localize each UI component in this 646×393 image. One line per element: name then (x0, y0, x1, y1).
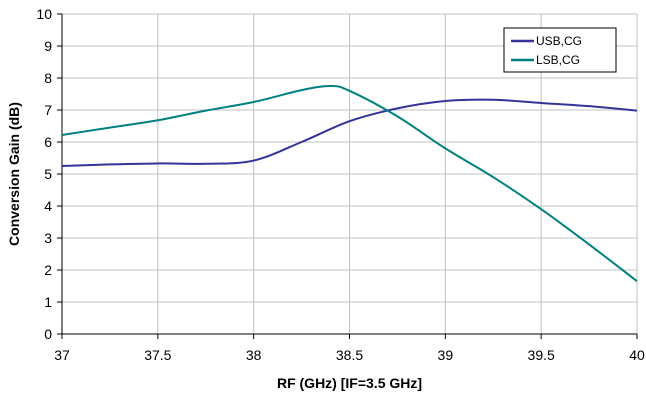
y-axis-title: Conversion Gain (dB) (6, 102, 22, 246)
legend-label-usb-cg: USB,CG (536, 34, 582, 48)
series-line-lsb-cg (61, 84, 638, 282)
y-tick-label: 6 (44, 134, 52, 150)
x-axis-title: RF (GHz) [IF=3.5 GHz] (277, 375, 422, 391)
y-tick-label: 8 (44, 70, 52, 86)
y-tick-label: 4 (44, 198, 52, 214)
x-tick-label: 39 (438, 347, 454, 363)
x-tick-label: 37 (54, 347, 70, 363)
x-axis-ticks: 37 37.5 38 38.5 39 39.5 40 (54, 334, 645, 363)
y-tick-label: 10 (36, 6, 52, 22)
y-tick-label: 1 (44, 294, 52, 310)
y-tick-label: 2 (44, 262, 52, 278)
legend-items: USB,CG LSB,CG (511, 34, 582, 67)
x-tick-label: 40 (629, 347, 645, 363)
x-tick-label: 37.5 (144, 347, 171, 363)
series-layer (61, 84, 638, 282)
y-tick-label: 3 (44, 230, 52, 246)
legend: USB,CG LSB,CG (503, 27, 617, 73)
y-tick-label: 9 (44, 38, 52, 54)
y-axis-ticks: 0 1 2 3 4 5 6 7 8 9 10 (36, 6, 62, 342)
x-tick-label: 38 (246, 347, 262, 363)
y-tick-label: 7 (44, 102, 52, 118)
x-tick-label: 39.5 (528, 347, 555, 363)
series-line-usb-cg (61, 98, 638, 167)
y-tick-label: 0 (44, 326, 52, 342)
x-tick-label: 38.5 (336, 347, 363, 363)
legend-box (503, 27, 617, 73)
y-tick-label: 5 (44, 166, 52, 182)
legend-label-lsb-cg: LSB,CG (536, 53, 580, 67)
